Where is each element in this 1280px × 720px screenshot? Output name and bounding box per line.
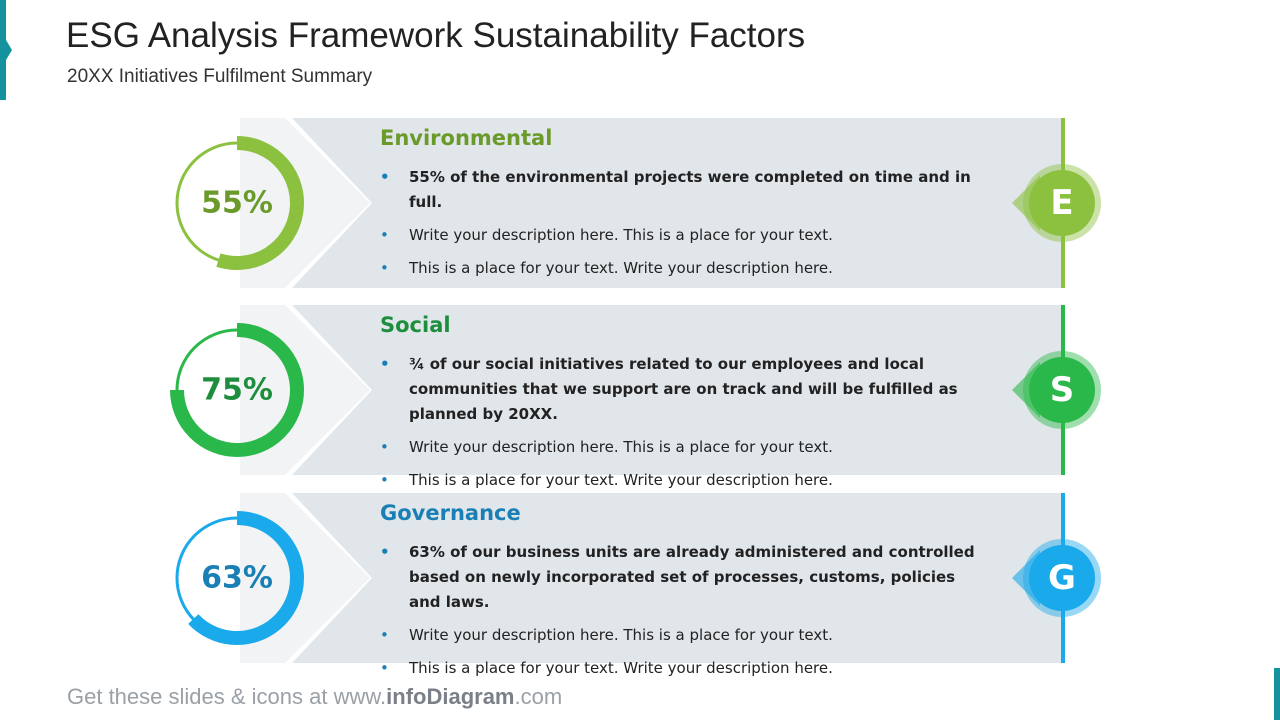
badge-letter: E [1050,183,1073,223]
donut-arc [216,136,304,270]
badge [1029,170,1095,236]
footer-text: .com [514,684,563,709]
donut-arc [170,323,304,457]
percent-label: 75% [201,373,273,408]
bullet: Write your description here. This is a p… [380,623,980,648]
bullet: 63% of our business units are already ad… [380,540,980,615]
row-title: Social [380,313,451,337]
accent-bar [0,0,6,100]
badge-letter: G [1048,558,1076,598]
badge [1029,357,1095,423]
bullet: 55% of the environmental projects were c… [380,165,980,215]
accent-bar [1274,668,1280,720]
footer: Get these slides & icons at www.infoDiag… [67,684,562,710]
row-title: Environmental [380,126,553,150]
percent-label: 55% [201,186,273,221]
footer-text: Get these slides & icons at www. [67,684,387,709]
donut-arc [188,511,304,645]
percent-label: 63% [201,561,273,596]
badge [1029,545,1095,611]
bullet: Write your description here. This is a p… [380,223,980,248]
badge-letter: S [1050,370,1075,410]
bullet: This is a place for your text. Write you… [380,256,980,281]
subtitle: 20XX Initiatives Fulfilment Summary [67,66,373,87]
bullet: Write your description here. This is a p… [380,435,980,460]
bullet: This is a place for your text. Write you… [380,468,980,493]
row-title: Governance [380,501,521,525]
bullet: This is a place for your text. Write you… [380,656,980,681]
title: ESG Analysis Framework Sustainability Fa… [66,16,806,55]
bullet: ¾ of our social initiatives related to o… [380,352,980,427]
accent-notch [6,40,12,60]
footer-brand: infoDiagram [386,684,515,709]
